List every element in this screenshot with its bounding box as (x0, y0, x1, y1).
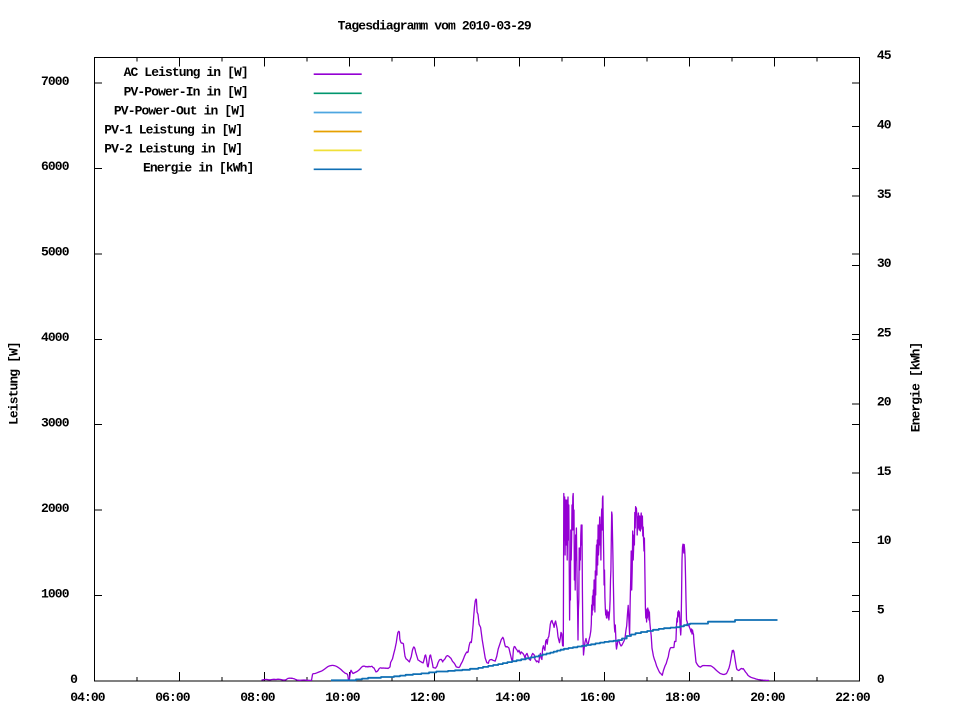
svg-text:06:00: 06:00 (155, 690, 191, 705)
svg-text:1000: 1000 (41, 586, 70, 601)
svg-text:14:00: 14:00 (495, 690, 531, 705)
svg-text:AC Leistung in [W]: AC Leistung in [W] (124, 65, 248, 80)
svg-text:18:00: 18:00 (665, 690, 701, 705)
svg-text:15: 15 (877, 464, 892, 479)
svg-text:PV-2 Leistung in [W]: PV-2 Leistung in [W] (104, 141, 242, 156)
svg-text:25: 25 (877, 325, 892, 340)
svg-text:5: 5 (877, 603, 885, 618)
svg-text:Tagesdiagramm vom 2010-03-29: Tagesdiagramm vom 2010-03-29 (338, 19, 532, 34)
svg-text:12:00: 12:00 (410, 690, 446, 705)
svg-text:40: 40 (877, 118, 892, 133)
svg-text:16:00: 16:00 (580, 690, 616, 705)
svg-text:20:00: 20:00 (750, 690, 786, 705)
svg-text:6000: 6000 (41, 159, 70, 174)
svg-text:20: 20 (877, 395, 892, 410)
svg-text:2000: 2000 (41, 501, 70, 516)
svg-text:Leistung [W]: Leistung [W] (7, 342, 22, 425)
svg-text:5000: 5000 (41, 245, 70, 260)
svg-text:10:00: 10:00 (325, 690, 361, 705)
svg-text:Energie [kWh]: Energie [kWh] (909, 343, 924, 433)
svg-text:30: 30 (877, 256, 892, 271)
svg-text:3000: 3000 (41, 416, 70, 431)
svg-text:04:00: 04:00 (70, 690, 106, 705)
svg-text:PV-Power-In in [W]: PV-Power-In in [W] (124, 84, 248, 99)
svg-text:10: 10 (877, 533, 892, 548)
svg-text:PV-Power-Out in [W]: PV-Power-Out in [W] (114, 104, 245, 119)
svg-text:4000: 4000 (41, 330, 70, 345)
svg-text:35: 35 (877, 187, 892, 202)
svg-text:PV-1 Leistung in [W]: PV-1 Leistung in [W] (104, 123, 242, 138)
svg-text:0: 0 (70, 672, 78, 687)
svg-text:08:00: 08:00 (240, 690, 276, 705)
svg-text:0: 0 (877, 672, 885, 687)
svg-text:45: 45 (877, 48, 892, 63)
svg-text:7000: 7000 (41, 74, 70, 89)
svg-text:Energie in [kWh]: Energie in [kWh] (143, 160, 253, 175)
svg-text:22:00: 22:00 (835, 690, 871, 705)
